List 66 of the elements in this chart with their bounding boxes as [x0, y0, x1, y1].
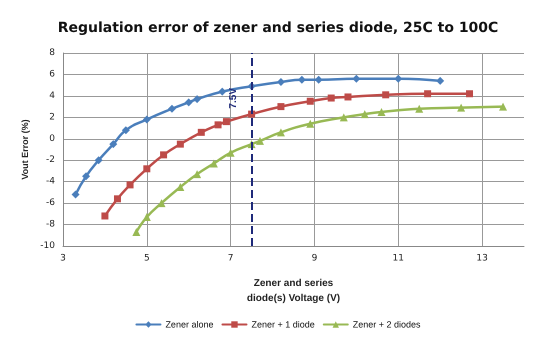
- point: [466, 90, 474, 98]
- point: [226, 148, 235, 157]
- ref-line-label: 7.5V: [228, 88, 240, 109]
- x-tick-label: 7: [228, 254, 234, 264]
- point: [298, 76, 306, 84]
- point: [344, 93, 352, 100]
- point: [360, 110, 369, 118]
- y-tick-label: 6: [49, 69, 56, 80]
- point: [256, 136, 264, 145]
- y-tick-label: 0: [49, 134, 56, 144]
- x-tick-label: 3: [60, 254, 66, 264]
- point: [132, 228, 140, 236]
- point: [499, 102, 508, 111]
- point: [72, 190, 80, 199]
- point: [142, 213, 151, 222]
- point: [109, 140, 118, 148]
- y-tick-label: -8: [46, 220, 56, 230]
- legend-label: Zener + 1 diode: [251, 320, 315, 330]
- point: [142, 115, 151, 124]
- point: [122, 126, 130, 134]
- point: [277, 103, 284, 110]
- point: [276, 128, 285, 136]
- legend-label: Zener alone: [165, 320, 214, 330]
- legend-label: Zener + 2 diodes: [352, 320, 422, 330]
- x-tick-label: 5: [144, 254, 150, 264]
- y-tick-label: -2: [46, 155, 55, 166]
- point: [306, 120, 314, 128]
- point: [198, 128, 205, 136]
- point: [382, 91, 390, 98]
- point: [222, 118, 230, 126]
- y-tick-label: 4: [49, 90, 56, 101]
- point: [143, 165, 150, 172]
- point: [276, 78, 285, 86]
- point: [306, 98, 314, 105]
- point: [424, 90, 432, 98]
- point: [126, 181, 134, 188]
- point: [328, 94, 335, 102]
- point: [436, 76, 444, 85]
- point: [160, 151, 168, 158]
- y-tick-label: -10: [40, 241, 56, 251]
- point: [184, 98, 193, 106]
- y-axis-title: Vout Error (%): [20, 119, 30, 180]
- point: [82, 172, 90, 180]
- point: [193, 170, 202, 178]
- point: [214, 121, 222, 128]
- point: [378, 108, 386, 116]
- point: [168, 104, 176, 113]
- point: [415, 104, 424, 113]
- point: [114, 195, 121, 202]
- y-tick-label: -6: [46, 198, 56, 208]
- point: [94, 156, 103, 164]
- point: [193, 95, 202, 104]
- x-tick-label: 13: [476, 254, 488, 264]
- point: [218, 88, 226, 96]
- x-tick-label: 11: [392, 254, 404, 264]
- x-axis-title: Zener and series diode(s) Voltage (V): [246, 278, 340, 304]
- point: [340, 113, 348, 122]
- y-tick-label: 2: [49, 112, 55, 122]
- x-tick-label: 9: [312, 254, 318, 264]
- chart-title: Regulation error of zener and series diode, 25C to 100C: [58, 20, 498, 36]
- point: [210, 159, 218, 168]
- y-tick-label: -4: [46, 176, 56, 187]
- y-tick-label: 8: [49, 48, 56, 58]
- point: [176, 140, 184, 148]
- point: [101, 212, 108, 220]
- point: [457, 104, 466, 112]
